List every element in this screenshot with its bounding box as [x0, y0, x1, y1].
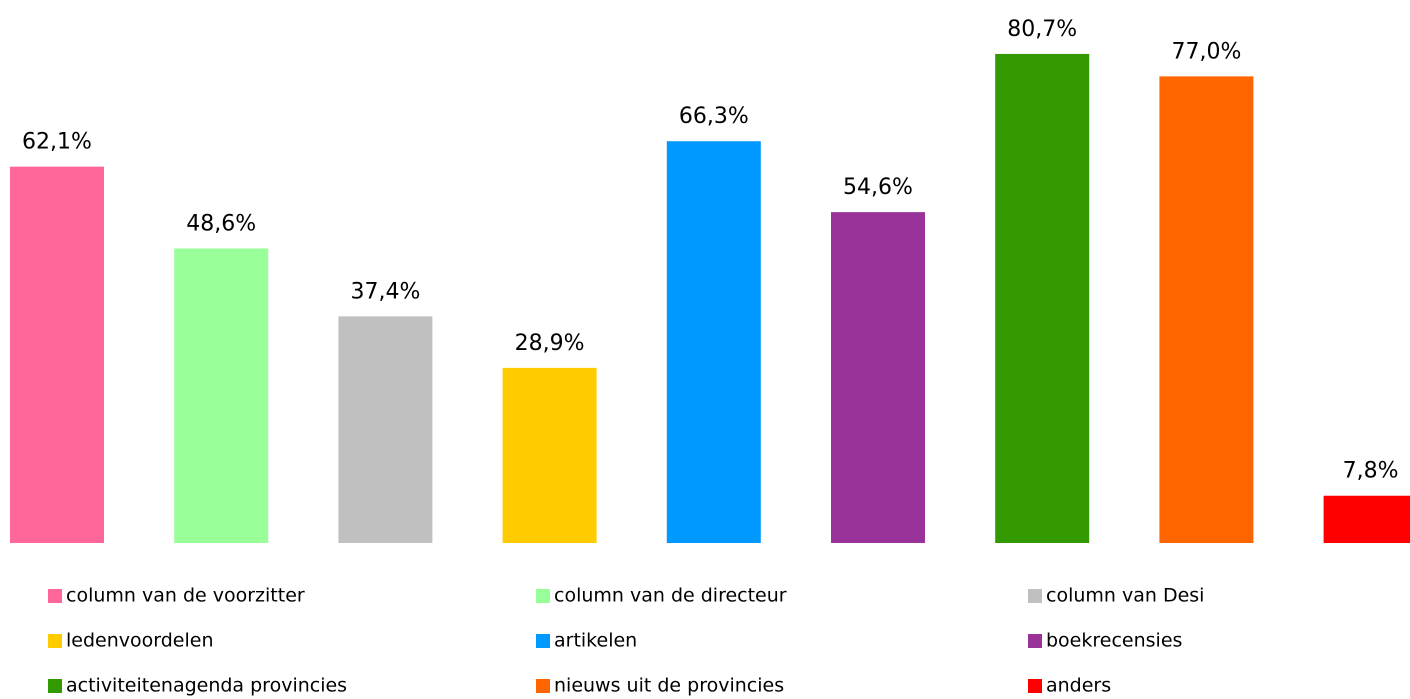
legend-swatch [48, 679, 62, 693]
legend-swatch [536, 634, 550, 648]
legend-swatch [1028, 634, 1042, 648]
data-label: 66,3% [679, 104, 749, 129]
legend-label: ledenvoordelen [66, 630, 214, 652]
data-label: 48,6% [186, 211, 256, 236]
legend-label: nieuws uit de provincies [554, 675, 784, 697]
data-label: 77,0% [1171, 39, 1241, 64]
bar [666, 141, 761, 544]
data-label: 54,6% [843, 175, 913, 200]
legend-swatch [48, 634, 62, 648]
legend-label: column van de voorzitter [66, 585, 305, 607]
data-label: 7,8% [1343, 459, 1399, 484]
bar [174, 248, 269, 543]
data-label: 28,9% [515, 331, 585, 356]
legend-swatch [48, 589, 62, 603]
legend-label: boekrecensies [1046, 630, 1182, 652]
legend-swatch [536, 589, 550, 603]
data-label: 80,7% [1007, 17, 1077, 42]
legend-label: column van Desi [1046, 585, 1204, 607]
bar [338, 316, 433, 543]
bar [995, 53, 1090, 543]
legend-swatch [1028, 589, 1042, 603]
legend-label: column van de directeur [554, 585, 787, 607]
bar [1159, 76, 1254, 543]
data-label: 37,4% [350, 279, 420, 304]
bar [1323, 495, 1410, 543]
legend-swatch [1028, 679, 1042, 693]
legend-label: activiteitenagenda provincies [66, 675, 347, 697]
legend-label: anders [1046, 675, 1111, 697]
bar [831, 212, 925, 543]
legend-label: artikelen [554, 630, 637, 652]
bar [502, 367, 597, 543]
legend-swatch [536, 679, 550, 693]
data-label: 62,1% [22, 130, 92, 155]
bar [10, 166, 104, 543]
